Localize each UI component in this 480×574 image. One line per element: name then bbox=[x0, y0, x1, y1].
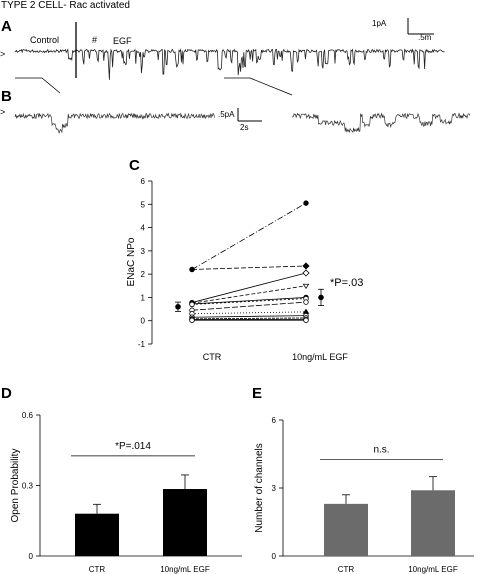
d-y-tick-label: 0 bbox=[29, 552, 34, 561]
c-x-label-egf: 10ng/mL EGF bbox=[292, 352, 348, 362]
d-significance-label: *P=.014 bbox=[115, 441, 151, 452]
scale-current-a: 1pA bbox=[372, 19, 387, 28]
c-point-egf bbox=[303, 317, 309, 323]
trace-b-right bbox=[291, 112, 471, 134]
c-point-ctr bbox=[189, 266, 195, 273]
c-y-tick-label: -1 bbox=[138, 340, 146, 349]
c-mean-point bbox=[175, 303, 181, 310]
c-pair-line bbox=[191, 272, 307, 303]
c-pair-line bbox=[191, 311, 307, 315]
closed-level-marker-b: > bbox=[0, 107, 6, 117]
d-x-tick-label: 10ng/mL EGF bbox=[160, 565, 210, 574]
scale-time-a: .5m bbox=[418, 33, 432, 42]
panel-d-chart: 0 0.3 0.6 Open Probability CTR 10ng/mL EGF *P=… bbox=[10, 411, 242, 574]
panel-label-c: C bbox=[129, 157, 140, 174]
c-y-tick-label: 5 bbox=[141, 200, 146, 209]
c-y-axis-label: ENaC NPo bbox=[126, 237, 137, 286]
e-x-tick-label: 10ng/mL EGF bbox=[408, 565, 458, 574]
closed-level-marker-a: > bbox=[0, 49, 6, 59]
c-point-egf bbox=[302, 283, 310, 290]
c-point-egf bbox=[302, 262, 310, 270]
zoom-connector-right-diag bbox=[249, 77, 293, 96]
e-bar bbox=[411, 490, 455, 556]
c-mean-point bbox=[318, 294, 324, 301]
c-y-tick-label: 0 bbox=[141, 317, 146, 326]
c-point-egf bbox=[303, 299, 309, 305]
d-bar bbox=[163, 489, 207, 556]
c-point-egf bbox=[302, 269, 310, 277]
c-point-egf bbox=[303, 200, 309, 206]
figure-title: TYPE 2 CELL- Rac activated bbox=[1, 0, 130, 11]
e-y-axis-label: Number of channels bbox=[254, 443, 265, 533]
d-bar bbox=[75, 513, 119, 556]
panel-label-e: E bbox=[252, 385, 263, 402]
c-x-label-ctr: CTR bbox=[203, 352, 222, 362]
egf-label: EGF bbox=[113, 36, 132, 46]
d-y-tick-label: 0.3 bbox=[22, 482, 34, 491]
e-y-tick-label: 0 bbox=[272, 552, 277, 561]
c-pair-line bbox=[191, 285, 307, 304]
e-y-tick-label: 6 bbox=[272, 416, 277, 425]
d-y-tick-label: 0.6 bbox=[22, 411, 34, 420]
trace-a bbox=[14, 48, 445, 80]
d-x-tick-label: CTR bbox=[89, 565, 106, 574]
c-pair-line bbox=[191, 317, 307, 320]
scale-time-b: 2s bbox=[240, 123, 249, 132]
zoom-connector-left-diag bbox=[41, 77, 61, 94]
c-y-tick-label: 1 bbox=[141, 293, 146, 302]
e-significance-label: n.s. bbox=[373, 444, 389, 455]
c-y-tick-label: 6 bbox=[141, 177, 146, 186]
c-point-ctr bbox=[189, 301, 195, 308]
panel-label-d: D bbox=[1, 385, 12, 402]
d-y-axis-label: Open Probability bbox=[10, 449, 21, 523]
trace-b-left bbox=[14, 112, 215, 134]
c-significance-label: *P=.03 bbox=[330, 277, 363, 289]
e-y-tick-label: 3 bbox=[272, 484, 277, 493]
c-pair-line bbox=[191, 315, 307, 318]
panel-label-a: A bbox=[1, 18, 12, 35]
c-y-tick-label: 2 bbox=[141, 270, 146, 279]
c-pair-line bbox=[191, 298, 307, 305]
c-pair-line bbox=[191, 265, 307, 270]
c-y-tick-label: 4 bbox=[141, 224, 146, 233]
scale-current-b: .5pA bbox=[218, 110, 235, 119]
hash-marker: # bbox=[92, 35, 98, 45]
c-y-tick-label: 3 bbox=[141, 247, 146, 256]
c-pair-line bbox=[191, 297, 307, 305]
panel-c-chart: -1 0 1 2 3 4 5 6 ENaC NPo CTR 10ng/mL EGF *P=.03 bbox=[126, 177, 363, 362]
control-label: Control bbox=[30, 35, 60, 45]
e-bar bbox=[324, 503, 368, 556]
current-traces bbox=[14, 18, 471, 134]
c-point-ctr bbox=[189, 317, 195, 323]
e-x-tick-label: CTR bbox=[338, 565, 355, 574]
panel-e-chart: 0 3 6 Number of channels CTR 10ng/mL EGF n.s. bbox=[254, 416, 474, 574]
panel-label-b: B bbox=[1, 88, 12, 105]
c-pair-line bbox=[191, 301, 307, 311]
